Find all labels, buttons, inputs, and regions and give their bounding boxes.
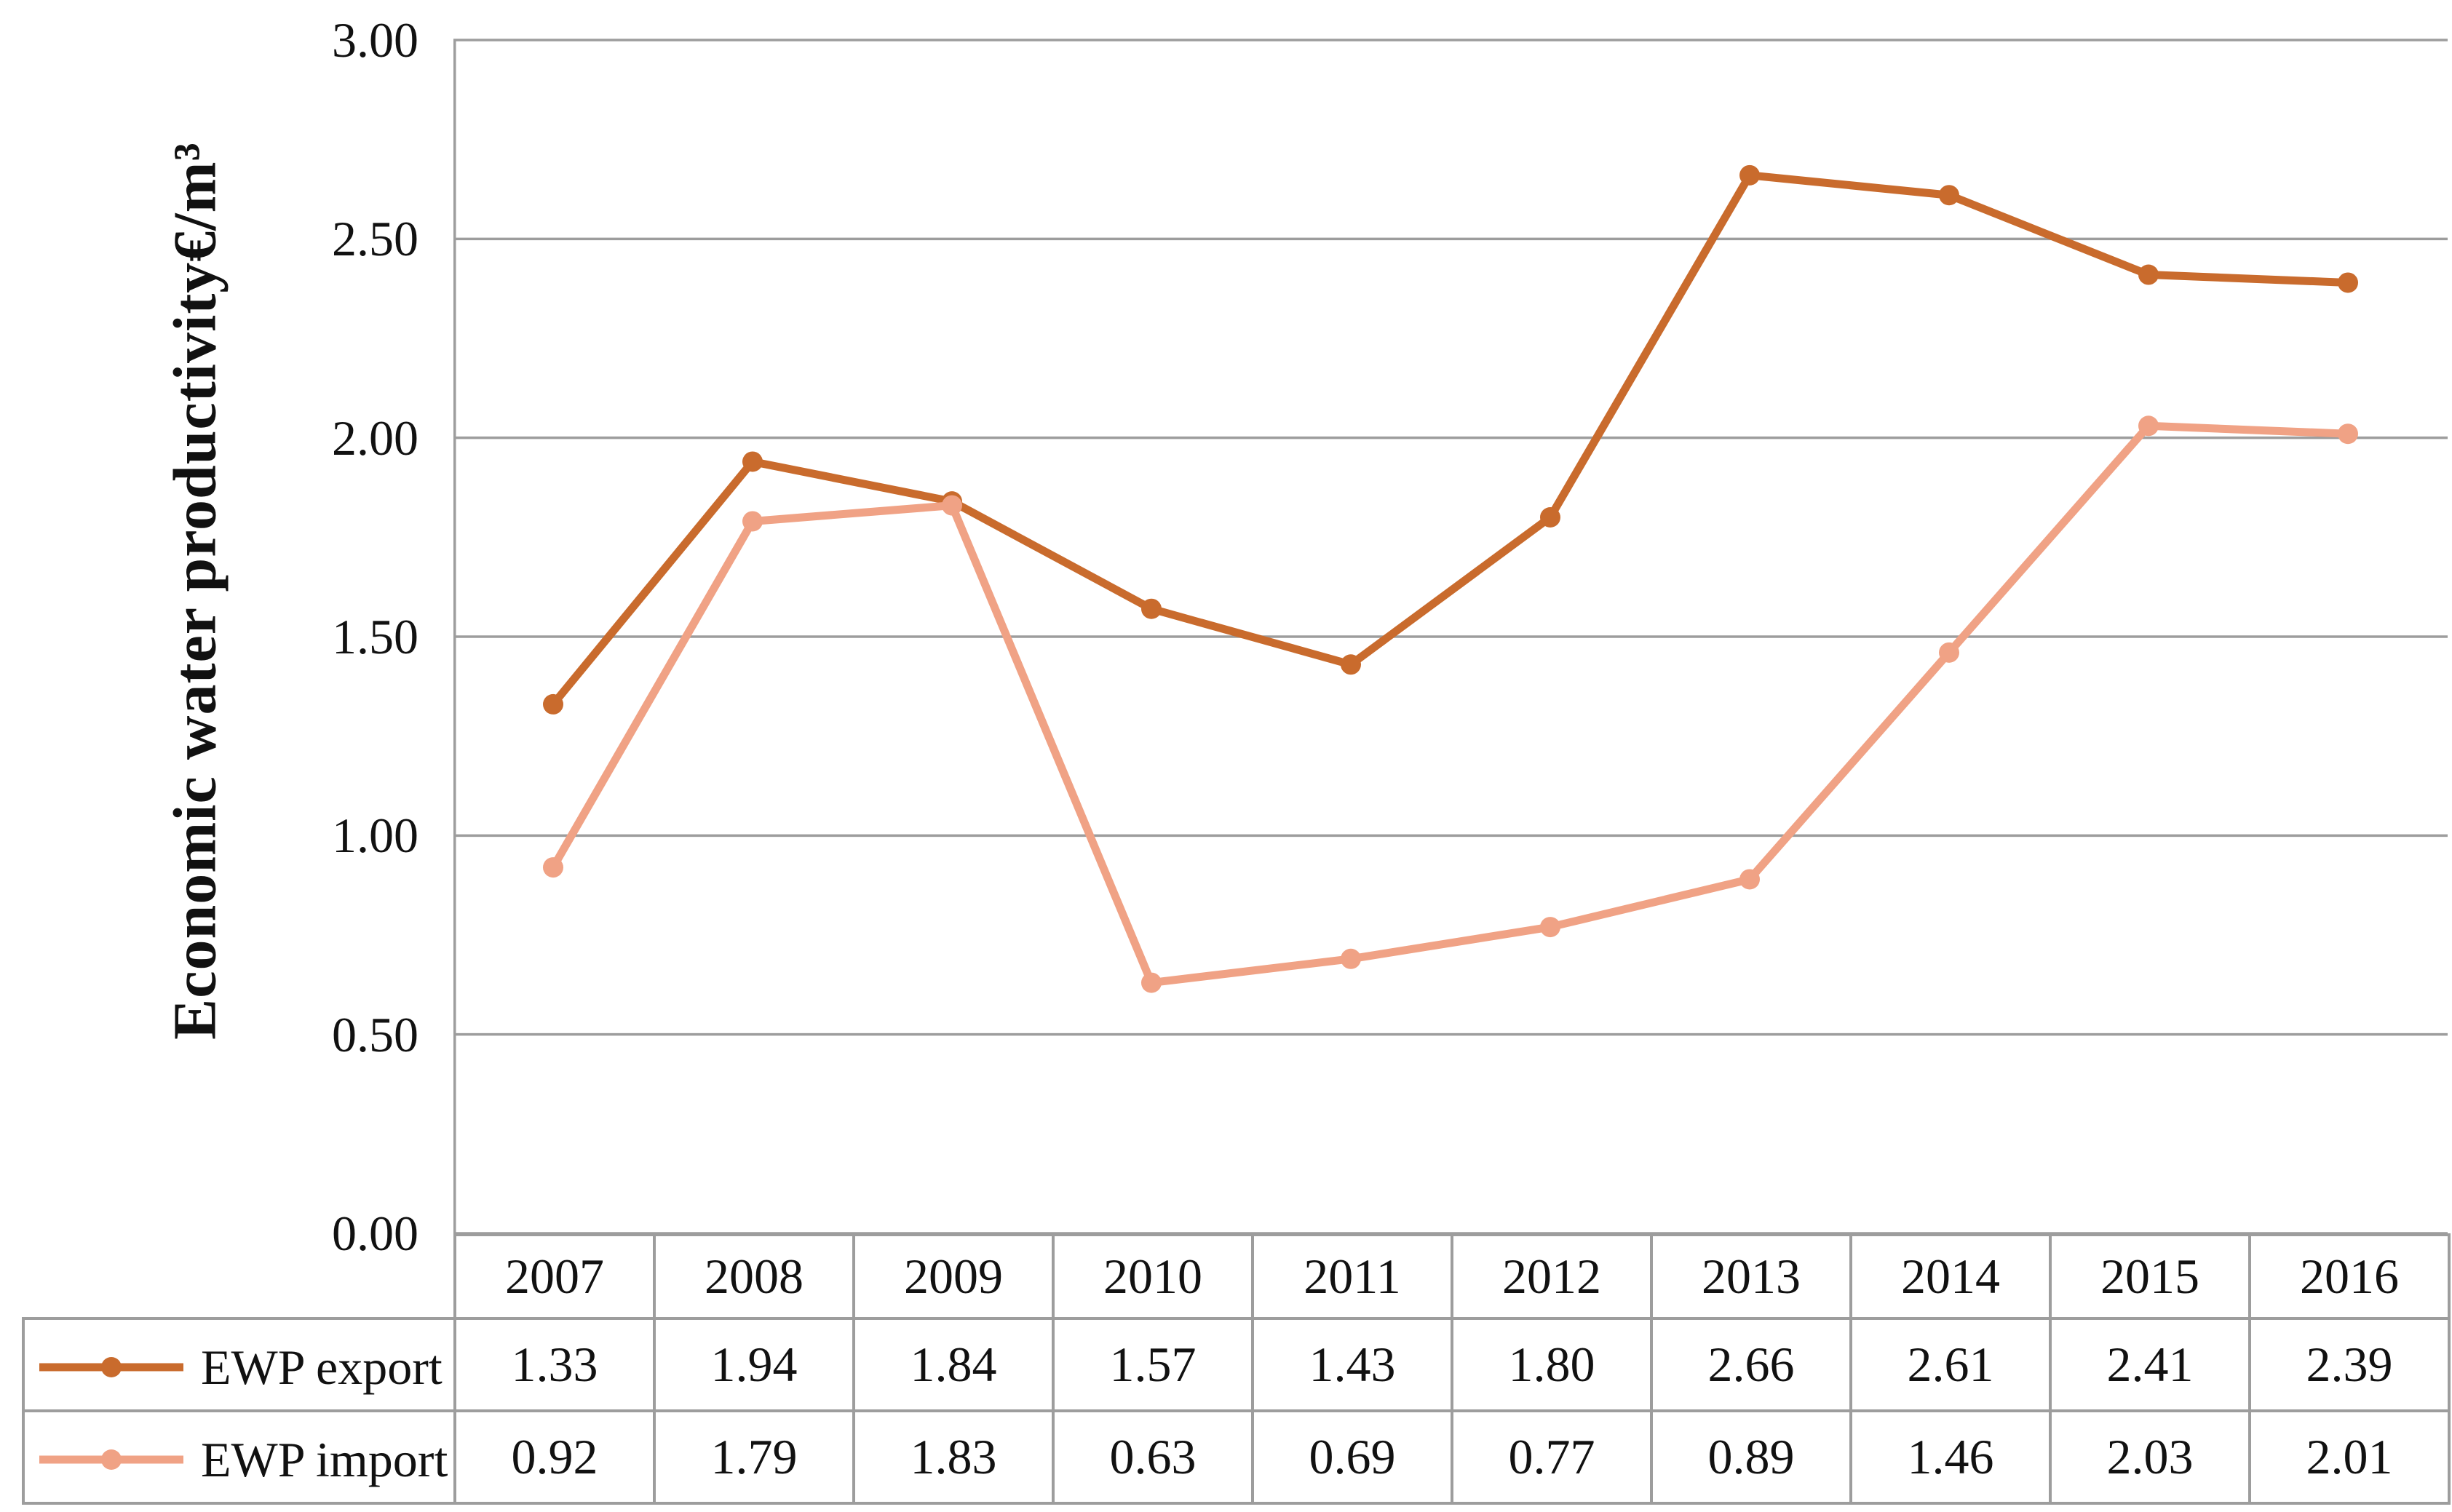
year-header-cell: 2010 xyxy=(1052,1233,1254,1320)
data-point-ewp-import-2016 xyxy=(2338,423,2358,445)
value-cell-ewp-import-2011: 0.69 xyxy=(1251,1409,1453,1505)
year-header-cell: 2014 xyxy=(1849,1233,2052,1320)
value-cell-ewp-export-2007: 1.33 xyxy=(453,1317,656,1412)
y-axis-title: Economic water productivity€/m³ xyxy=(161,142,229,1040)
year-header-cell: 2011 xyxy=(1251,1233,1453,1320)
value-cell-ewp-import-2010: 0.63 xyxy=(1052,1409,1254,1505)
year-header-cell: 2016 xyxy=(2248,1233,2451,1320)
data-point-ewp-import-2008 xyxy=(742,511,763,532)
value-cell-ewp-import-2016: 2.01 xyxy=(2248,1409,2451,1505)
value-cell-ewp-import-2014: 1.46 xyxy=(1849,1409,2052,1505)
data-point-ewp-export-2016 xyxy=(2338,272,2358,293)
y-tick-label: 1.00 xyxy=(332,808,418,864)
value-cell-ewp-export-2015: 2.41 xyxy=(2049,1317,2251,1412)
legend-cell-ewp-export: EWP export xyxy=(22,1317,456,1412)
year-header-cell: 2013 xyxy=(1650,1233,1852,1320)
year-header-cell: 2008 xyxy=(653,1233,855,1320)
legend-marker-icon xyxy=(39,1449,183,1470)
y-tick-label: 0.00 xyxy=(332,1206,418,1261)
data-table: 2007 2008 2009 2010 2011 2012 2013 2014 2015 2016… xyxy=(22,1233,2451,1505)
y-tick-label: 3.00 xyxy=(332,12,418,68)
value-cell-ewp-export-2012: 1.80 xyxy=(1451,1317,1653,1412)
plot-area xyxy=(453,39,2448,1235)
series-line-ewp-import xyxy=(549,421,2349,987)
data-point-ewp-export-2008 xyxy=(742,451,763,472)
legend-label: EWP import xyxy=(201,1431,448,1487)
data-point-ewp-export-2010 xyxy=(1141,598,1162,619)
year-header-cell: 2009 xyxy=(852,1233,1055,1320)
year-header-cell: 2007 xyxy=(453,1233,656,1320)
data-point-ewp-import-2013 xyxy=(1739,869,1760,890)
y-tick-label: 0.50 xyxy=(332,1006,418,1062)
data-point-ewp-export-2012 xyxy=(1540,507,1560,528)
data-point-ewp-import-2011 xyxy=(1341,948,1361,969)
value-cell-ewp-export-2008: 1.94 xyxy=(653,1317,855,1412)
y-tick-label: 2.50 xyxy=(332,211,418,267)
data-point-ewp-export-2007 xyxy=(543,693,563,715)
value-cell-ewp-import-2009: 1.83 xyxy=(852,1409,1055,1505)
data-point-ewp-import-2009 xyxy=(942,495,962,516)
data-point-ewp-import-2014 xyxy=(1939,642,1959,663)
table-spacer-cell xyxy=(23,1235,455,1318)
value-cell-ewp-export-2013: 2.66 xyxy=(1650,1317,1852,1412)
value-cell-ewp-export-2011: 1.43 xyxy=(1251,1317,1453,1412)
data-point-ewp-import-2015 xyxy=(2138,415,2159,437)
value-cell-ewp-export-2016: 2.39 xyxy=(2248,1317,2451,1412)
value-cell-ewp-export-2010: 1.57 xyxy=(1052,1317,1254,1412)
value-cell-ewp-import-2008: 1.79 xyxy=(653,1409,855,1505)
y-tick-label: 2.00 xyxy=(332,410,418,466)
value-cell-ewp-import-2015: 2.03 xyxy=(2049,1409,2251,1505)
legend-cell-ewp-import: EWP import xyxy=(22,1409,456,1505)
value-cell-ewp-import-2012: 0.77 xyxy=(1451,1409,1653,1505)
value-cell-ewp-export-2014: 2.61 xyxy=(1849,1317,2052,1412)
data-point-ewp-import-2012 xyxy=(1540,917,1560,938)
legend-label: EWP export xyxy=(201,1339,443,1395)
y-tick-label: 1.50 xyxy=(332,609,418,664)
value-cell-ewp-import-2013: 0.89 xyxy=(1650,1409,1852,1505)
data-point-ewp-import-2007 xyxy=(543,857,563,878)
data-point-ewp-export-2011 xyxy=(1341,654,1361,675)
data-point-ewp-export-2014 xyxy=(1939,185,1959,206)
year-header-cell: 2012 xyxy=(1451,1233,1653,1320)
year-header-cell: 2015 xyxy=(2049,1233,2251,1320)
value-cell-ewp-import-2007: 0.92 xyxy=(453,1409,656,1505)
data-point-ewp-import-2010 xyxy=(1141,972,1162,993)
series-line-ewp-export xyxy=(549,171,2349,707)
value-cell-ewp-export-2009: 1.84 xyxy=(852,1317,1055,1412)
data-point-ewp-export-2013 xyxy=(1739,164,1760,186)
legend-marker-icon xyxy=(39,1356,183,1377)
data-point-ewp-export-2015 xyxy=(2138,264,2159,285)
